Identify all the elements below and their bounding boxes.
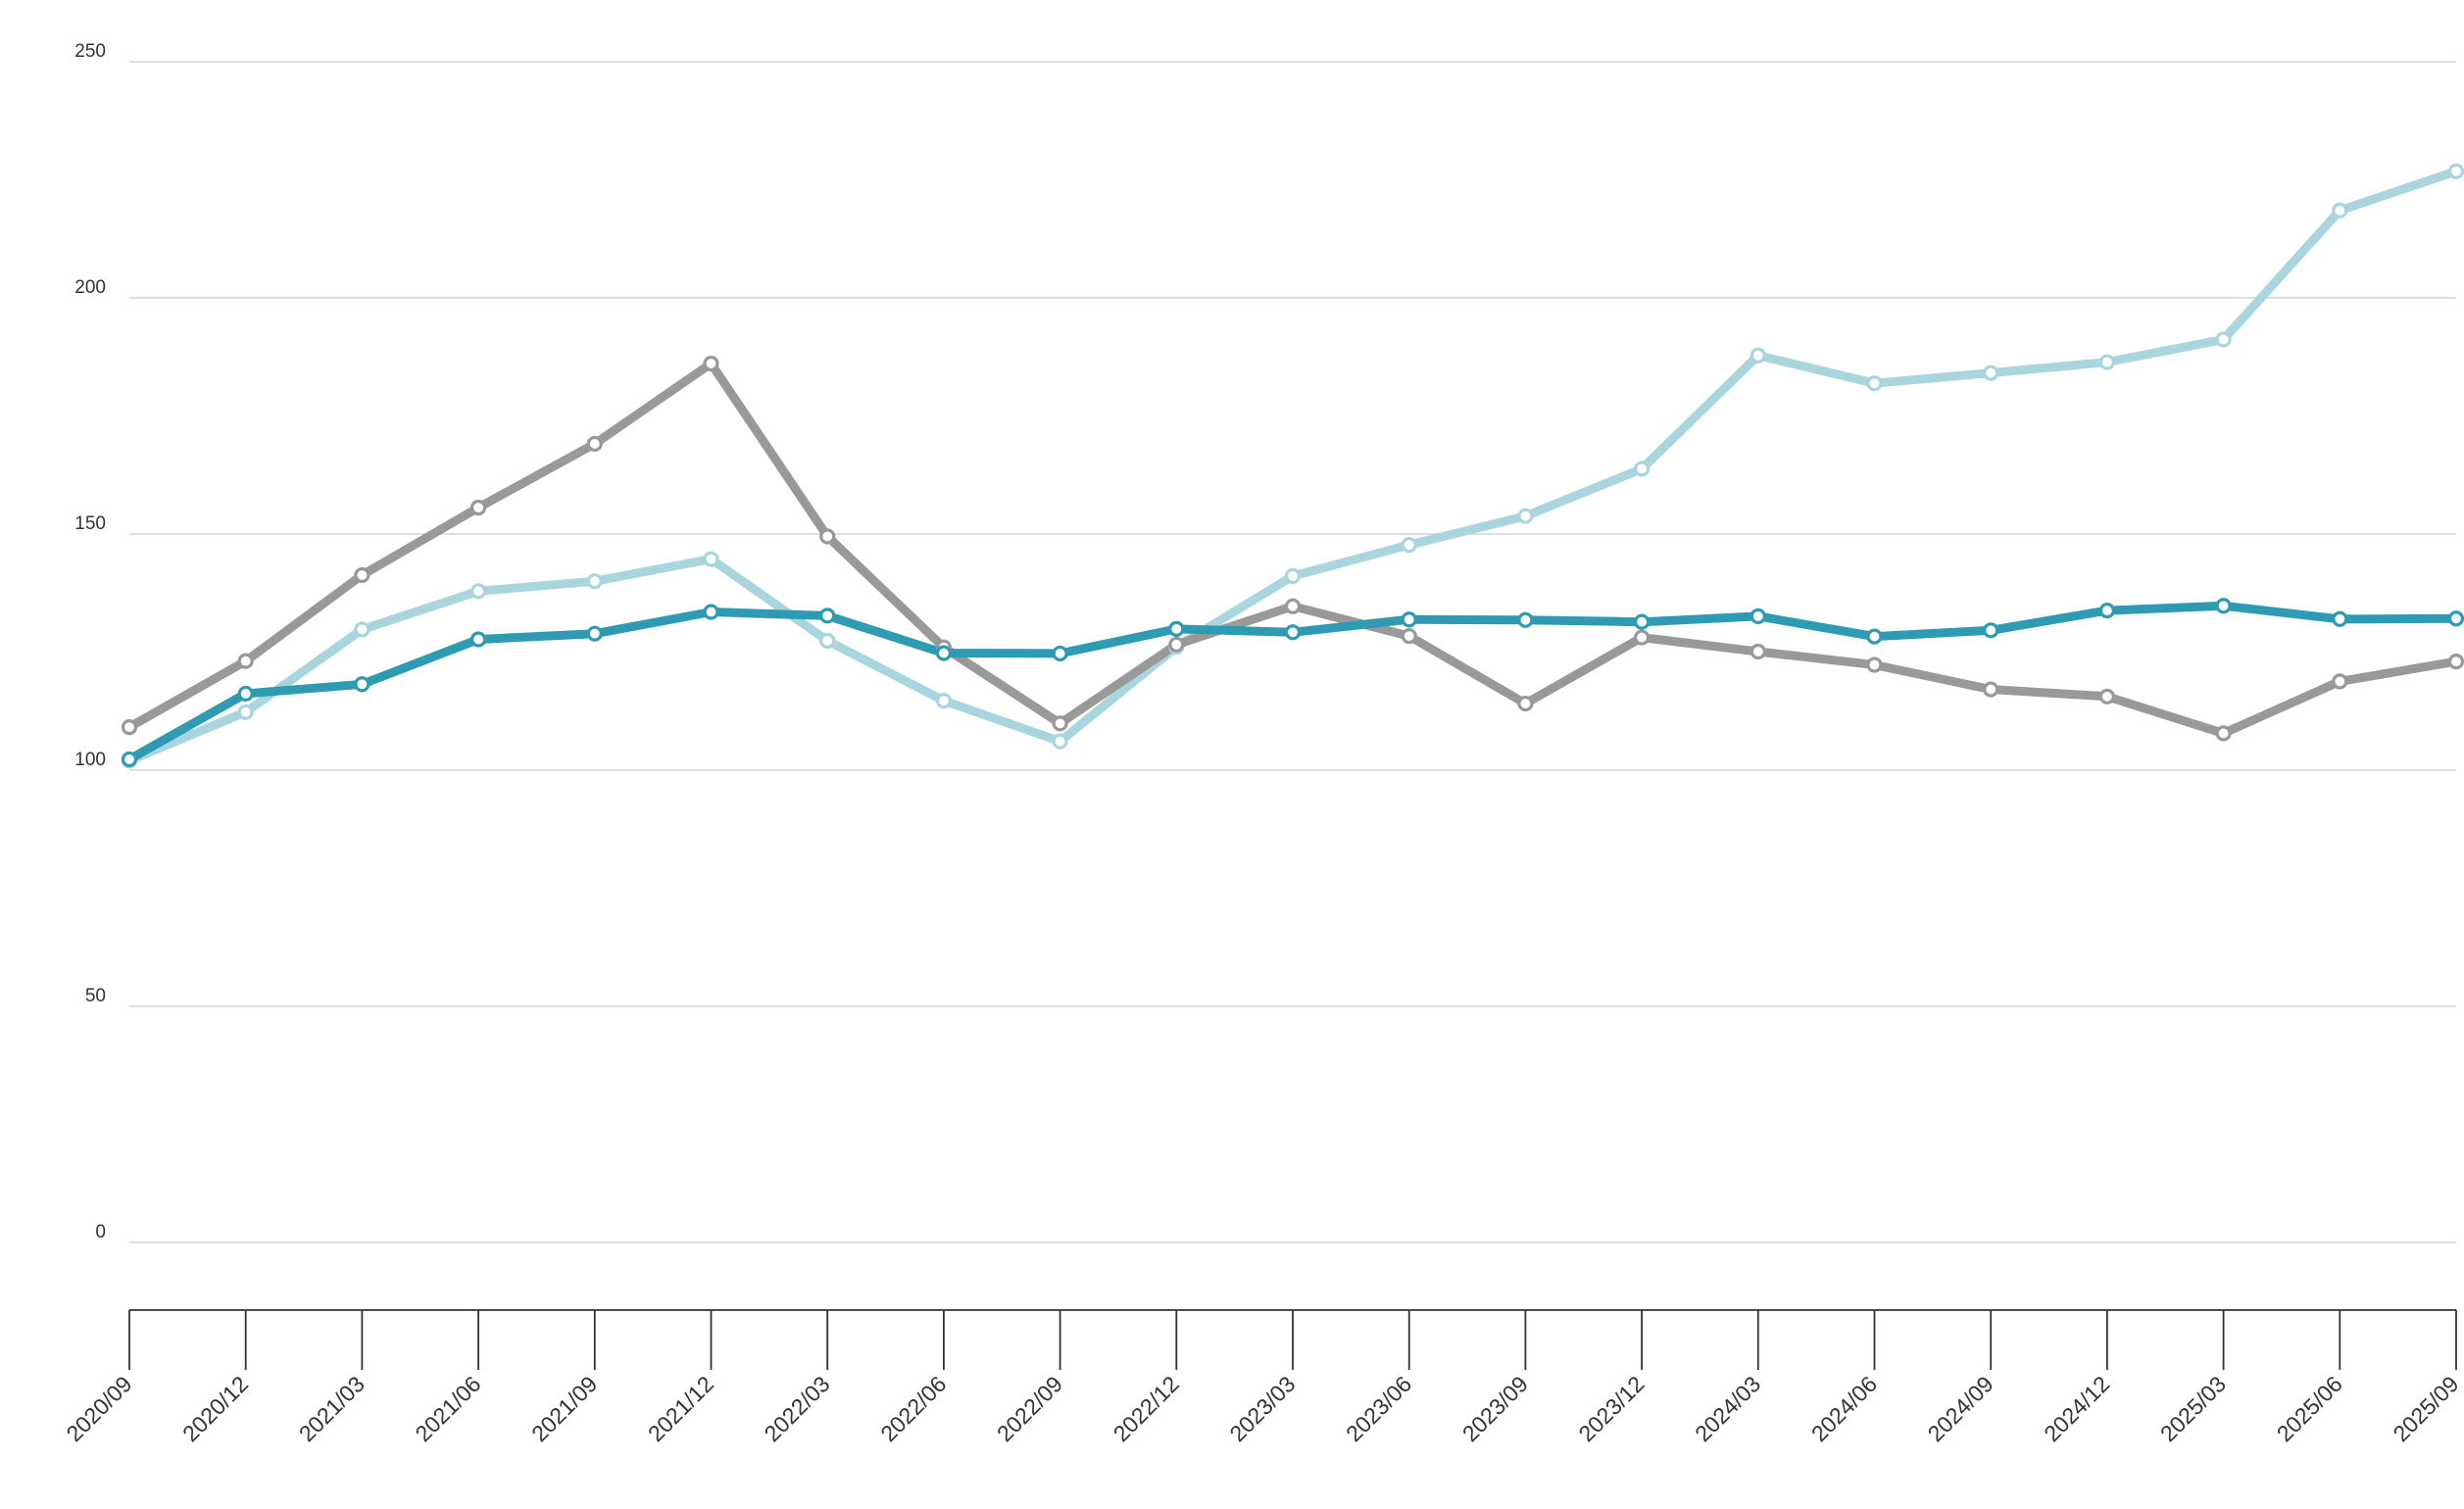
x-tick-label: 2022/12 <box>1109 1371 1184 1446</box>
series-markers <box>121 163 2464 769</box>
series-3-point <box>1401 611 1417 628</box>
series-3-point <box>2098 602 2115 619</box>
x-tick-label: 2025/03 <box>2155 1371 2231 1446</box>
y-tick-label: 250 <box>74 41 106 62</box>
series-2-point <box>819 528 836 545</box>
series-1-point <box>1633 461 1651 477</box>
series-3-point <box>354 676 370 693</box>
x-tick-label: 2024/12 <box>2039 1371 2114 1446</box>
series-1-point <box>354 621 370 638</box>
series-1-point <box>470 583 487 600</box>
series-3-point <box>1866 628 1883 645</box>
x-tick-label: 2020/09 <box>61 1371 136 1446</box>
series-1-point <box>703 551 719 567</box>
series-1-point <box>586 573 603 590</box>
series-1-point <box>1401 536 1417 554</box>
series-line-1 <box>124 167 2461 765</box>
x-tick-label: 2024/03 <box>1690 1371 1765 1446</box>
series-3-point <box>237 685 254 703</box>
series-3-point <box>121 751 138 768</box>
series-1-point <box>1517 508 1534 524</box>
x-tick-label: 2020/12 <box>177 1371 253 1446</box>
series-lines <box>124 167 2461 765</box>
series-2-point <box>1517 695 1534 712</box>
series-2-point <box>1749 643 1766 660</box>
x-tick-label: 2021/06 <box>410 1371 485 1446</box>
x-tick-label: 2021/09 <box>526 1371 602 1446</box>
series-2-point <box>1401 628 1417 645</box>
series-line-2 <box>124 359 2461 738</box>
series-1-point <box>2098 354 2115 370</box>
series-2-point <box>1284 598 1302 614</box>
series-2-point <box>470 499 487 516</box>
y-tick-label: 0 <box>95 1222 106 1242</box>
y-tick-label: 150 <box>74 513 106 534</box>
y-tick-label: 50 <box>85 986 106 1006</box>
x-tick-label: 2023/06 <box>1341 1371 1416 1446</box>
series-1-point <box>237 704 254 720</box>
series-3-point <box>935 645 953 661</box>
series-2-point <box>2098 688 2115 705</box>
y-tick-label: 200 <box>74 277 106 298</box>
series-1-point <box>2332 202 2348 219</box>
x-tick-label: 2023/03 <box>1224 1371 1300 1446</box>
series-1-point <box>1284 567 1302 584</box>
series-1-point <box>1983 365 1999 381</box>
x-tick-label: 2022/03 <box>760 1371 835 1446</box>
series-2-point <box>1983 681 1999 698</box>
series-1-point <box>1052 733 1068 750</box>
series-3-point <box>2332 610 2348 627</box>
x-tick-label: 2025/09 <box>2388 1371 2463 1446</box>
series-1-point <box>2447 163 2464 179</box>
series-3-point <box>586 625 603 642</box>
series-3-point <box>1517 611 1534 628</box>
series-2-point <box>1633 629 1651 646</box>
series-3-point <box>2447 610 2464 627</box>
series-2-point <box>703 355 719 372</box>
gridlines <box>129 61 2456 1243</box>
series-3-point <box>819 608 836 624</box>
series-1-point <box>1749 347 1766 364</box>
x-tick-label: 2021/03 <box>294 1371 370 1446</box>
series-2-point <box>2447 654 2464 670</box>
series-2-point <box>586 435 603 453</box>
y-tick-label: 100 <box>74 750 106 770</box>
series-1-point <box>935 693 953 709</box>
series-1-point <box>819 632 836 650</box>
series-2-point <box>1866 657 1883 673</box>
series-1-point <box>2215 331 2232 348</box>
series-3-point <box>1749 608 1766 624</box>
x-axis-tick-labels: 2020/09 2020/12 2021/03 2021/06 2021/09 2021/… <box>61 1310 2464 1446</box>
series-3-point <box>1052 645 1068 662</box>
series-2-point <box>1052 715 1068 732</box>
x-tick-label: 2024/06 <box>1806 1371 1882 1446</box>
series-2-point <box>2332 673 2348 690</box>
series-2-point <box>2215 725 2232 742</box>
series-3-point <box>1633 613 1651 630</box>
x-tick-label: 2022/09 <box>992 1371 1067 1446</box>
x-tick-label: 2022/06 <box>875 1371 951 1446</box>
x-tick-label: 2024/09 <box>1923 1371 1998 1446</box>
series-3-point <box>703 604 719 620</box>
series-2-point <box>354 566 370 584</box>
series-3-point <box>470 631 487 648</box>
y-axis-tick-labels: 0 50 100 150 200 250 <box>74 41 106 1242</box>
series-2-point <box>121 719 138 736</box>
x-tick-label: 2023/12 <box>1573 1371 1649 1446</box>
x-tick-label: 2023/09 <box>1457 1371 1533 1446</box>
series-3-point <box>1168 620 1185 637</box>
x-tick-label: 2025/06 <box>2272 1371 2347 1446</box>
series-3-point <box>1983 622 1999 639</box>
series-2-point <box>1168 636 1185 653</box>
x-tick-label: 2021/12 <box>643 1371 718 1446</box>
series-2-point <box>237 653 254 669</box>
series-3-point <box>2215 598 2232 614</box>
series-3-point <box>1284 624 1302 641</box>
series-1-point <box>1866 375 1883 392</box>
